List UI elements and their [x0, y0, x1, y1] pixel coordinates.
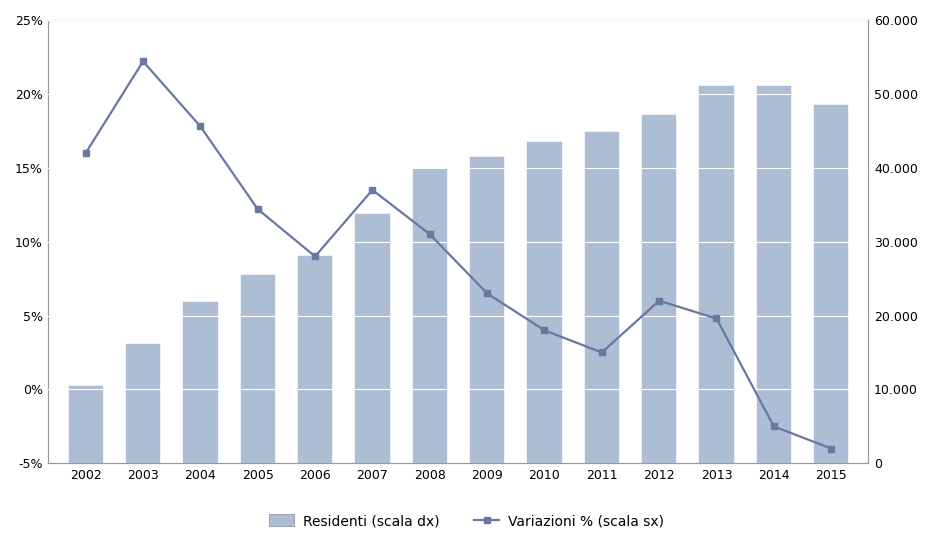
Bar	[585, 132, 619, 464]
Bar	[126, 343, 160, 464]
Bar	[412, 169, 447, 464]
Bar	[68, 385, 103, 464]
Bar	[470, 157, 505, 464]
Bar	[183, 302, 217, 464]
Bar	[699, 86, 733, 464]
Bar	[241, 275, 275, 464]
Bar	[527, 142, 562, 464]
Bar	[814, 105, 848, 464]
Bar	[642, 115, 676, 464]
Legend: Residenti (scala dx), Variazioni % (scala sx): Residenti (scala dx), Variazioni % (scal…	[264, 508, 669, 533]
Bar	[298, 257, 332, 464]
Bar	[757, 86, 791, 464]
Bar	[355, 213, 390, 464]
